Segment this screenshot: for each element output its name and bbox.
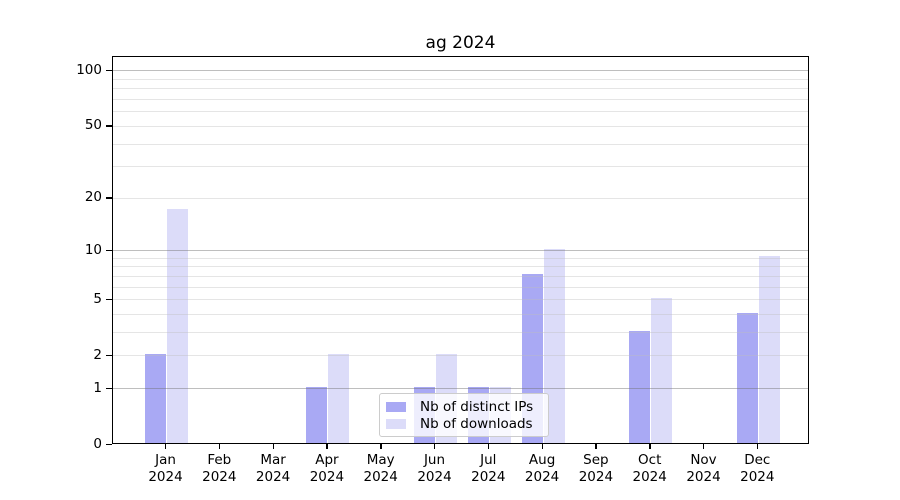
gridline-minor-50 <box>113 125 808 127</box>
y-tick-label-5: 5 <box>93 290 102 307</box>
bar-downloads-jan-2024 <box>167 208 188 443</box>
bar-distinct-ips-dec-2024 <box>736 312 758 443</box>
gridline-minor-2 <box>113 355 808 357</box>
y-tick-100 <box>106 69 112 72</box>
gridline-minor-4 <box>113 314 808 316</box>
legend-swatch-downloads <box>386 418 406 429</box>
x-tick-label-aug-2024: Aug 2024 <box>524 452 560 485</box>
x-tick-label-jul-2024: Jul 2024 <box>471 452 506 485</box>
gridline-minor-5 <box>113 299 808 301</box>
bar-downloads-oct-2024 <box>651 297 673 443</box>
gridline-minor-7 <box>113 275 808 277</box>
y-tick-label-100: 100 <box>76 61 102 78</box>
x-tick-label-mar-2024: Mar 2024 <box>255 452 291 485</box>
gridline-minor-60 <box>113 111 808 113</box>
y-tick-0 <box>106 444 112 446</box>
bar-distinct-ips-oct-2024 <box>629 330 651 443</box>
y-tick-50 <box>106 125 112 127</box>
x-tick-11 <box>703 444 705 449</box>
x-tick-label-jan-2024: Jan 2024 <box>148 452 183 485</box>
legend-swatch-distinct-ips <box>386 401 406 412</box>
y-tick-2 <box>106 354 112 357</box>
x-tick-10 <box>649 444 651 449</box>
x-tick-9 <box>595 444 597 449</box>
x-tick-4 <box>326 444 328 449</box>
gridline-major-10 <box>113 250 808 252</box>
x-tick-label-apr-2024: Apr 2024 <box>309 452 345 485</box>
y-tick-10 <box>106 249 112 252</box>
gridline-minor-80 <box>113 88 808 90</box>
y-tick-label-1: 1 <box>93 379 102 396</box>
x-tick-7 <box>487 444 490 449</box>
legend-label-distinct-ips: Nb of distinct IPs <box>420 398 534 415</box>
x-tick-label-oct-2024: Oct 2024 <box>632 452 667 485</box>
x-tick-6 <box>434 444 436 449</box>
gridline-minor-3 <box>113 332 808 334</box>
x-tick-2 <box>218 444 221 449</box>
gridline-minor-30 <box>113 166 808 168</box>
gridline-minor-20 <box>113 197 808 199</box>
x-tick-label-dec-2024: Dec 2024 <box>740 452 775 485</box>
y-tick-label-50: 50 <box>84 117 102 134</box>
x-tick-1 <box>165 444 167 449</box>
x-tick-label-nov-2024: Nov 2024 <box>686 452 721 485</box>
gridline-minor-70 <box>113 99 808 101</box>
y-tick-label-20: 20 <box>84 189 102 206</box>
gridline-major-100 <box>113 70 808 72</box>
x-tick-3 <box>272 444 274 449</box>
x-tick-5 <box>380 444 382 449</box>
x-tick-label-feb-2024: Feb 2024 <box>202 452 237 485</box>
gridline-minor-40 <box>113 143 808 145</box>
legend-item-downloads: Nb of downloads <box>386 416 540 432</box>
plot-area: Nb of distinct IPs Nb of downloads <box>112 56 809 444</box>
x-tick-label-may-2024: May 2024 <box>363 452 398 485</box>
y-tick-label-10: 10 <box>84 241 102 258</box>
bar-downloads-dec-2024 <box>758 256 780 443</box>
x-tick-12 <box>756 444 759 449</box>
chart-title: ag 2024 <box>425 33 496 53</box>
gridline-major-1 <box>113 388 808 390</box>
y-tick-20 <box>106 197 112 199</box>
bar-downloads-apr-2024 <box>328 353 350 443</box>
x-tick-8 <box>541 444 543 449</box>
legend: Nb of distinct IPs Nb of downloads <box>379 393 549 437</box>
y-tick-label-2: 2 <box>93 346 102 363</box>
y-tick-label-0: 0 <box>93 436 102 452</box>
y-tick-5 <box>106 298 112 301</box>
y-tick-1 <box>106 387 112 390</box>
legend-item-distinct-ips: Nb of distinct IPs <box>386 399 540 415</box>
x-tick-label-sep-2024: Sep 2024 <box>578 452 614 485</box>
gridline-minor-90 <box>113 78 808 80</box>
legend-label-downloads: Nb of downloads <box>420 415 533 432</box>
gridline-minor-9 <box>113 257 808 259</box>
bar-distinct-ips-apr-2024 <box>306 386 328 443</box>
gridline-minor-8 <box>113 266 808 268</box>
bar-distinct-ips-jan-2024 <box>145 353 166 443</box>
gridline-minor-6 <box>113 286 808 288</box>
x-tick-label-jun-2024: Jun 2024 <box>417 452 452 485</box>
